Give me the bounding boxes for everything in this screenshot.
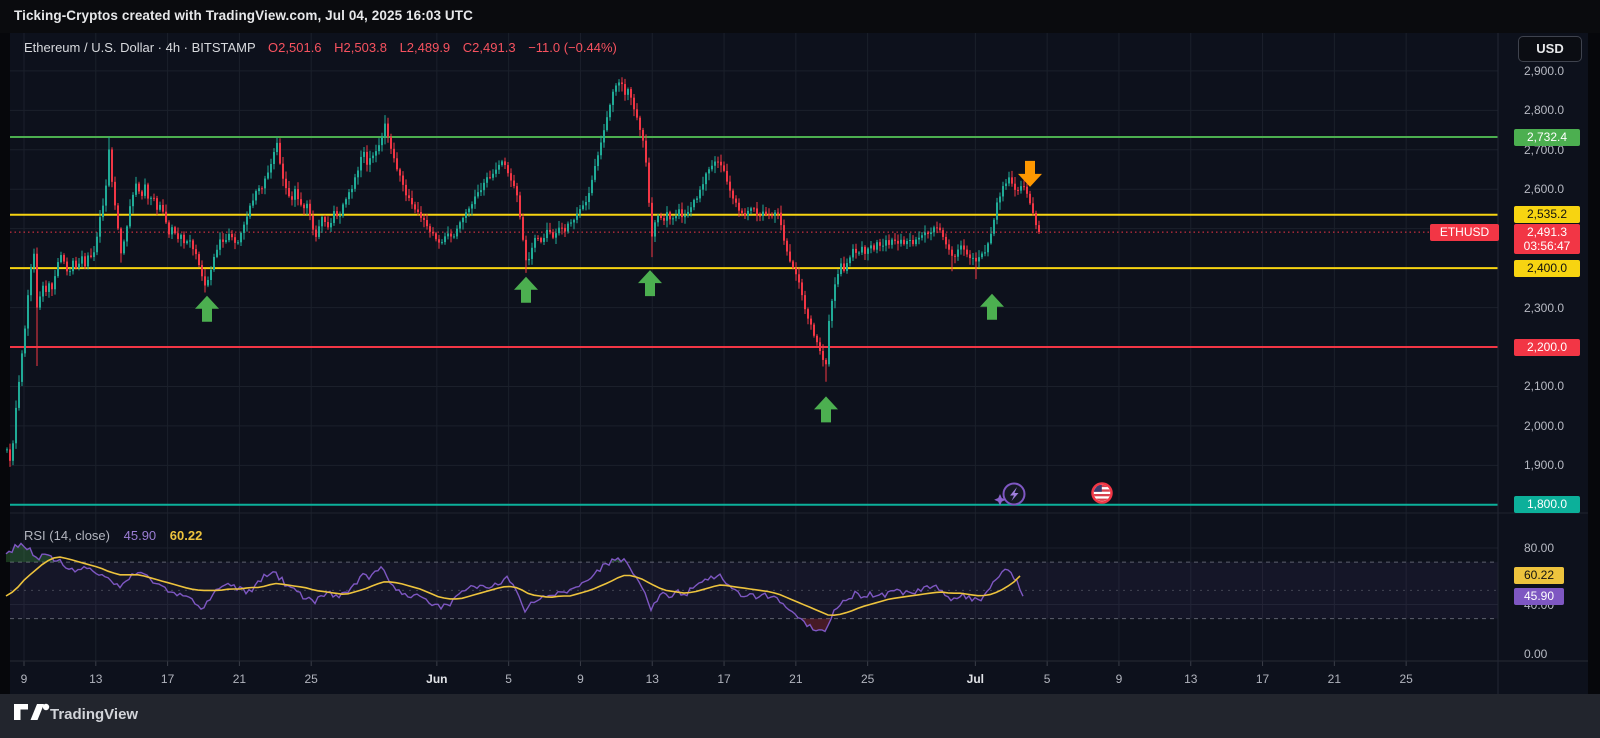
symbol-legend: Ethereum / U.S. Dollar · 4h · BITSTAMP O… — [24, 40, 617, 55]
ohlc-open: O2,501.6 — [268, 40, 322, 55]
level-price-label[interactable]: 2,400.0 — [1514, 259, 1580, 277]
level-price-label[interactable]: 2,535.2 — [1514, 206, 1580, 224]
arrow-up-marker[interactable] — [638, 270, 662, 297]
rsi-value-label: 45.90 — [1514, 587, 1564, 605]
time-axis-label: 25 — [304, 672, 318, 686]
rsi-axis-label: 80.00 — [1524, 541, 1555, 555]
tradingview-logo-text[interactable]: TradingView — [50, 706, 139, 723]
time-axis-label: Jun — [426, 672, 448, 686]
rsi-title[interactable]: RSI (14, close) — [24, 528, 110, 543]
price-axis-label: 2,900.0 — [1524, 63, 1565, 78]
time-axis-label: 9 — [20, 672, 28, 686]
level-price-label[interactable]: 2,732.4 — [1514, 128, 1580, 146]
tradingview-logo-icon[interactable] — [13, 702, 53, 724]
time-axis-label: 5 — [505, 672, 512, 686]
ohlc-close: C2,491.3 — [462, 40, 516, 55]
footer-bar: TradingView — [0, 694, 1600, 738]
rsi-indicator-legend: RSI (14, close) 45.90 60.22 — [24, 528, 202, 543]
arrow-down-marker[interactable] — [1018, 160, 1042, 187]
time-axis-label: 5 — [1043, 672, 1051, 686]
ohlc-low: L2,489.9 — [399, 40, 451, 55]
price-axis-label: 2,300.0 — [1524, 300, 1565, 315]
price-axis-label: 2,800.0 — [1524, 103, 1565, 118]
time-axis-label: 9 — [1115, 672, 1123, 686]
time-axis-label: 9 — [577, 672, 584, 686]
symbol-title[interactable]: Ethereum / U.S. Dollar · 4h · BITSTAMP — [24, 40, 256, 55]
time-axis-label: 13 — [645, 672, 659, 686]
time-axis-label: 17 — [1255, 672, 1270, 686]
time-axis-label: 25 — [1399, 672, 1413, 686]
price-axis-label: 2,600.0 — [1524, 182, 1565, 197]
time-axis-label: 21 — [1327, 672, 1342, 686]
last-price-value: 2,491.3 — [1526, 224, 1568, 239]
rsi-ma-value: 60.22 — [169, 528, 203, 543]
rsi-value: 45.90 — [123, 528, 157, 543]
price-axis-label: 2,100.0 — [1524, 379, 1565, 394]
time-axis-label: 17 — [717, 672, 731, 686]
price-axis-label: 1,900.0 — [1524, 458, 1565, 473]
ohlc-change: −11.0 (−0.44%) — [528, 40, 617, 55]
time-axis-label: 13 — [89, 672, 103, 686]
time-axis-label: 21 — [789, 672, 803, 686]
arrow-up-marker[interactable] — [514, 276, 538, 303]
arrow-up-marker[interactable] — [814, 396, 838, 423]
currency-toggle-button[interactable]: USD — [1518, 36, 1582, 62]
top-attribution-bar: Ticking-Cryptos created with TradingView… — [0, 0, 1600, 33]
bar-countdown: 03:56:47 — [1523, 238, 1571, 253]
arrow-up-marker[interactable] — [980, 293, 1004, 320]
attribution-title: Ticking-Cryptos created with TradingView… — [14, 8, 473, 23]
time-axis-label: Jul — [966, 672, 985, 686]
price-axis-label: 2,700.0 — [1524, 142, 1565, 157]
level-price-label[interactable]: 2,200.0 — [1514, 338, 1580, 356]
level-price-label[interactable]: 1,800.0 — [1514, 496, 1580, 514]
time-axis-label: 13 — [1184, 672, 1198, 686]
time-axis-label: 25 — [860, 672, 875, 686]
last-price-axis-label: 2,491.3 03:56:47 — [1514, 223, 1580, 254]
time-axis-label: 17 — [160, 672, 175, 686]
price-axis-label: 2,000.0 — [1524, 418, 1565, 433]
ohlc-high: H2,503.8 — [334, 40, 387, 55]
rsi-value-label: 60.22 — [1514, 567, 1564, 585]
symbol-price-axis-tag: ETHUSD — [1430, 223, 1499, 241]
arrow-up-marker[interactable] — [195, 295, 219, 322]
time-axis-label: 21 — [232, 672, 247, 686]
rsi-axis-label: 0.00 — [1524, 647, 1548, 661]
